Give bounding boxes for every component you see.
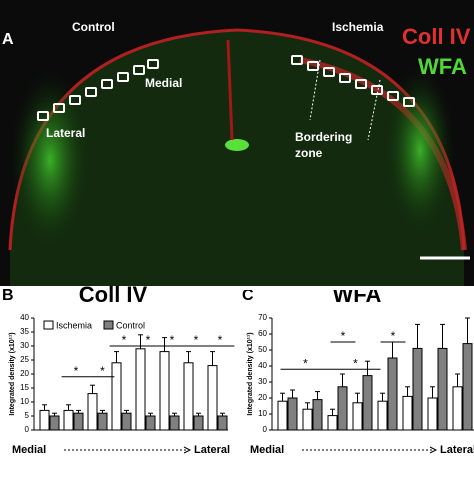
significance-star: * xyxy=(341,329,346,343)
chart-title: WFA xyxy=(333,282,382,307)
y-tick-label: 70 xyxy=(258,313,267,322)
bar xyxy=(97,412,108,431)
bar xyxy=(427,397,438,431)
x-end-label: Lateral xyxy=(194,444,230,456)
bar xyxy=(183,362,194,431)
bar xyxy=(312,399,323,431)
bar xyxy=(402,395,413,431)
micrograph: A Control Ischemia Medial Lateral Border… xyxy=(0,0,474,286)
label: Lateral xyxy=(46,126,85,140)
bar xyxy=(337,386,348,431)
arrow-head xyxy=(183,446,192,454)
stain-label: WFA xyxy=(418,54,467,79)
bar xyxy=(207,365,218,431)
y-tick-label: 15 xyxy=(20,383,29,392)
y-tick-label: 0 xyxy=(263,425,268,434)
significance-star: * xyxy=(74,364,79,378)
significance-star: * xyxy=(122,333,127,347)
bar xyxy=(135,348,146,431)
bar xyxy=(362,375,373,431)
chart: C WFA Integrated density (x10¹¹) 0 10 20 30 40 5… xyxy=(242,282,474,456)
stain-label: Coll IV xyxy=(402,24,471,49)
significance-star: * xyxy=(170,333,175,347)
y-tick-label: 30 xyxy=(20,341,29,350)
chart: B Coll IV Integrated density (x10¹¹) 0 5 10 15… xyxy=(2,282,235,456)
y-tick-label: 10 xyxy=(20,397,29,406)
y-tick-label: 50 xyxy=(258,345,267,354)
bar xyxy=(63,409,74,431)
panel-label: A xyxy=(2,31,14,48)
bar xyxy=(39,409,50,431)
bar xyxy=(327,415,338,431)
label: zone xyxy=(295,146,323,160)
legend-swatch xyxy=(43,320,54,330)
y-tick-label: 30 xyxy=(258,377,267,386)
x-end-label: Lateral xyxy=(440,444,474,456)
y-tick-label: 60 xyxy=(258,329,267,338)
y-tick-label: 20 xyxy=(258,393,267,402)
y-tick-label: 35 xyxy=(20,327,29,336)
y-tick-label: 25 xyxy=(20,355,29,364)
legend-swatch xyxy=(103,320,114,330)
bar xyxy=(49,415,60,431)
bar xyxy=(412,347,423,431)
bar xyxy=(452,386,463,431)
y-tick-label: 0 xyxy=(25,425,30,434)
significance-star: * xyxy=(303,356,308,370)
label: Bordering xyxy=(295,130,352,144)
significance-star: * xyxy=(391,329,396,343)
bar xyxy=(193,415,204,431)
label: Control xyxy=(72,20,115,34)
y-tick-label: 40 xyxy=(20,313,29,322)
legend-label: Control xyxy=(116,320,145,330)
panel-label: C xyxy=(242,287,254,304)
significance-star: * xyxy=(218,333,223,347)
bar xyxy=(462,343,473,431)
x-start-label: Medial xyxy=(12,444,46,456)
y-tick-label: 20 xyxy=(20,369,29,378)
bar xyxy=(87,393,98,431)
axis-title: Integrated density (x10¹¹) xyxy=(9,332,16,415)
bar xyxy=(111,362,122,431)
significance-star: * xyxy=(146,333,151,347)
bar xyxy=(437,347,448,431)
bar xyxy=(159,351,170,431)
bar xyxy=(73,412,84,431)
bar xyxy=(217,415,228,431)
bar xyxy=(302,408,313,431)
axis-title: Integrated density (x10¹¹) xyxy=(247,332,254,415)
significance-star: * xyxy=(100,364,105,378)
label: Ischemia xyxy=(332,20,384,34)
y-tick-label: 10 xyxy=(258,409,267,418)
y-tick-label: 5 xyxy=(25,411,30,420)
significance-star: * xyxy=(194,333,199,347)
bar xyxy=(169,415,180,431)
significance-star: * xyxy=(353,356,358,370)
bar xyxy=(352,402,363,431)
bar xyxy=(277,400,288,431)
bar xyxy=(145,415,156,431)
x-start-label: Medial xyxy=(250,444,284,456)
bar xyxy=(377,400,388,431)
bar xyxy=(121,412,132,431)
y-tick-label: 40 xyxy=(258,361,267,370)
legend-label: Ischemia xyxy=(56,320,92,330)
arrow-head xyxy=(429,446,438,454)
bar xyxy=(287,397,298,431)
chart-title: Coll IV xyxy=(79,282,148,307)
bar xyxy=(387,357,398,431)
panel-label: B xyxy=(2,287,14,304)
label: Medial xyxy=(145,76,182,90)
